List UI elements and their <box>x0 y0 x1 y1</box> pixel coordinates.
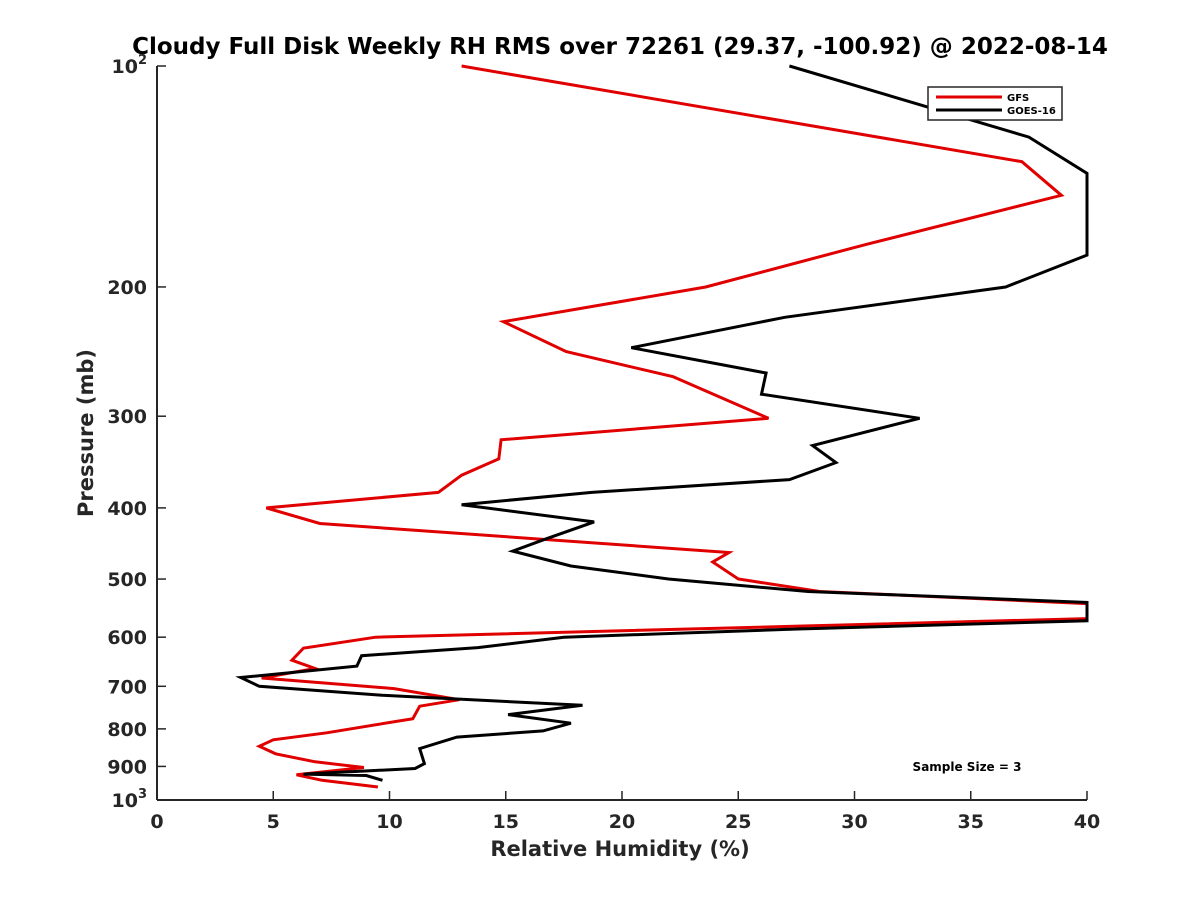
y-tick-label: 102 <box>112 53 148 78</box>
y-tick-label: 800 <box>107 719 147 741</box>
x-tick-label: 35 <box>958 811 984 833</box>
y-tick-label: 900 <box>107 756 147 778</box>
series-lines <box>235 64 1089 789</box>
legend: GFS GOES-16 <box>927 86 1063 121</box>
legend-box <box>927 86 1063 121</box>
x-tick-label: 5 <box>267 811 280 833</box>
y-tick-label: 700 <box>107 676 147 698</box>
x-tick-label: 40 <box>1074 811 1100 833</box>
series-line-gfs <box>255 64 1089 789</box>
x-axis-label: Relative Humidity (%) <box>490 837 749 861</box>
y-tick-label: 600 <box>107 627 147 649</box>
x-tick-label: 15 <box>493 811 519 833</box>
plot-area: 0 5 10 15 20 25 30 35 40 102 200 300 400 500 600 700 80… <box>107 53 1100 833</box>
legend-label-goes-16: GOES-16 <box>1007 106 1056 117</box>
x-tick-label: 0 <box>150 811 163 833</box>
y-axis-label: Pressure (mb) <box>74 349 98 517</box>
legend-label-gfs: GFS <box>1007 93 1029 104</box>
y-tick-label: 300 <box>107 406 147 428</box>
x-axis-ticks: 0 5 10 15 20 25 30 35 40 <box>150 791 1100 833</box>
chart-title: Cloudy Full Disk Weekly RH RMS over 7226… <box>132 34 1108 60</box>
x-tick-label: 10 <box>376 811 402 833</box>
sample-size-annotation: Sample Size = 3 <box>913 760 1022 774</box>
y-tick-label: 500 <box>107 569 147 591</box>
x-tick-label: 25 <box>725 811 751 833</box>
y-axis-ticks: 102 200 300 400 500 600 700 800 900 103 <box>107 53 166 812</box>
y-tick-label: 200 <box>107 277 147 299</box>
x-tick-label: 30 <box>841 811 867 833</box>
y-tick-label: 400 <box>107 498 147 520</box>
series-line-goes-16 <box>235 64 1089 782</box>
y-tick-label: 103 <box>112 787 148 812</box>
x-tick-label: 20 <box>609 811 635 833</box>
